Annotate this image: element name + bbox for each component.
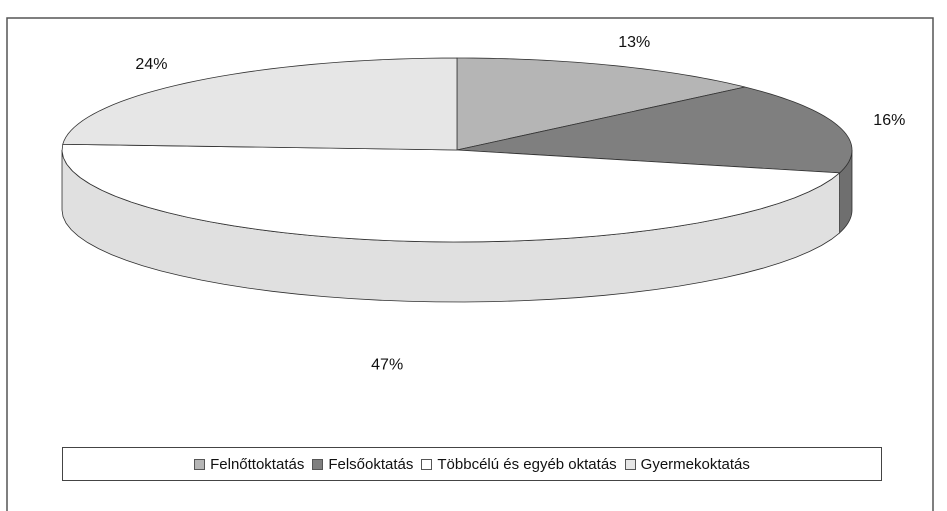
legend-label: Gyermekoktatás [640, 455, 750, 473]
legend-item: Többcélú és egyéb oktatás [421, 455, 617, 473]
pie: 13% 16% 47% 24% [61, 34, 905, 374]
slice [61, 143, 841, 243]
legend-swatch [194, 458, 206, 470]
legend-label: Többcélú és egyéb oktatás [437, 455, 617, 473]
frame [6, 17, 934, 511]
side-shade [839, 150, 852, 233]
legend-swatch [312, 458, 324, 470]
legend-item: Gyermekoktatás [624, 455, 750, 473]
legend-swatch [421, 458, 433, 470]
legend-label: Felsőoktatás [328, 455, 414, 473]
data-label: 13% [618, 34, 650, 51]
data-label: 24% [135, 56, 167, 73]
side-shade [62, 150, 840, 302]
legend-item: Felsőoktatás [312, 456, 413, 473]
legend-item: Felnőttoktatás [194, 456, 304, 473]
legend-label: Felnőttoktatás [210, 455, 305, 473]
slice [456, 57, 746, 151]
data-label: 47% [371, 357, 403, 374]
slice [62, 57, 458, 151]
legend-swatch [624, 458, 636, 470]
legend: Felnőttoktatás Felsőoktatás Többcélú és eg… [62, 447, 882, 481]
slice [456, 86, 853, 174]
data-label: 16% [873, 112, 905, 129]
